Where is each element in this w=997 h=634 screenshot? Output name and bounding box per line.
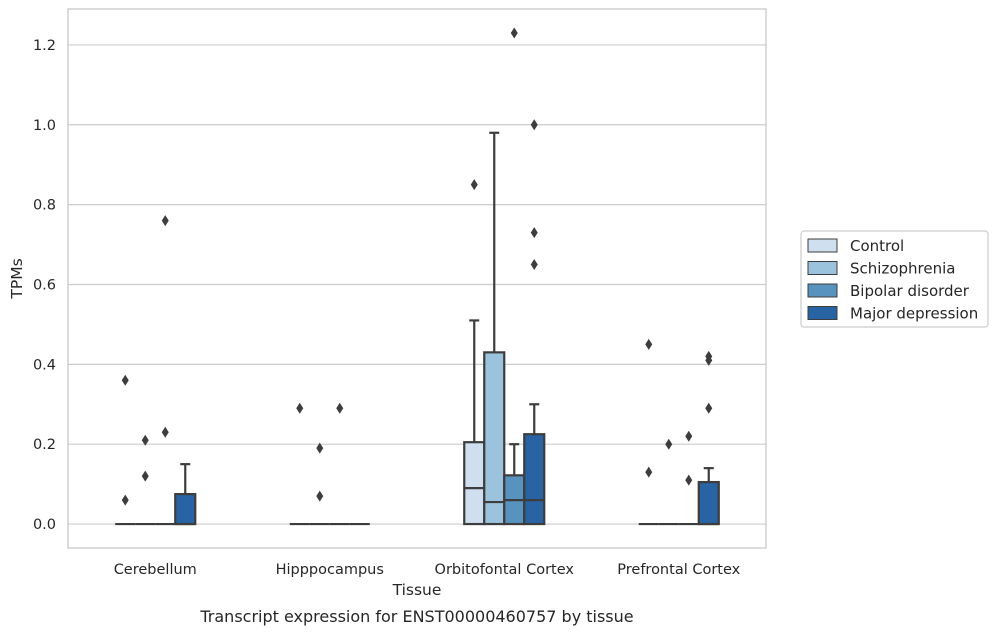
legend-swatch	[807, 238, 838, 253]
y-tick-label: 1.0	[33, 118, 56, 134]
series-group	[135, 131, 679, 526]
series-group	[155, 443, 699, 526]
outlier-point	[470, 179, 478, 191]
x-tick-label: Prefrontal Cortex	[617, 562, 740, 578]
outlier-point	[530, 227, 538, 239]
legend-frame	[800, 230, 989, 328]
legend-label: Control	[850, 237, 904, 255]
y-tick-label: 0.8	[33, 198, 56, 214]
outlier-point	[316, 442, 324, 454]
y-tick-label: 0.0	[33, 517, 56, 533]
box	[523, 433, 546, 526]
outlier-point	[510, 27, 518, 39]
legend: Control Schizophrenia Bipolar disorder Majo…	[800, 230, 989, 328]
y-tick-label: 0.6	[33, 277, 56, 293]
gridlines	[68, 44, 766, 525]
series-group	[174, 403, 720, 526]
y-axis-label: TPMs	[8, 258, 26, 299]
y-tick-label: 0.2	[33, 437, 56, 453]
legend-label: Major depression	[850, 305, 978, 323]
outlier-point	[161, 426, 169, 438]
box	[483, 351, 506, 526]
box	[174, 493, 197, 526]
outlier-point	[685, 474, 693, 486]
outlier-point	[141, 470, 149, 482]
legend-label: Bipolar disorder	[850, 282, 970, 300]
series-group	[115, 319, 659, 526]
box	[697, 481, 720, 526]
legend-swatch	[807, 261, 838, 275]
outlier-point	[705, 402, 713, 414]
plot-frame	[67, 8, 767, 549]
x-tick-label: Orbitofontal Cortex	[435, 562, 575, 578]
outlier-point	[645, 466, 653, 478]
outlier-point	[530, 119, 538, 131]
x-axis-label: Tissue	[392, 581, 442, 599]
outlier-point	[685, 430, 693, 442]
y-tick-label: 0.4	[33, 357, 56, 373]
outlier-point	[296, 402, 304, 414]
outlier-point	[161, 215, 169, 227]
outlier-point	[645, 338, 653, 350]
outlier-point	[316, 490, 324, 502]
box-plot-groups	[115, 131, 720, 526]
chart-caption: Transcript expression for ENST0000046075…	[199, 607, 633, 626]
outlier-point	[530, 259, 538, 271]
outlier-point	[121, 494, 129, 506]
box	[463, 441, 486, 526]
legend-swatch	[807, 306, 838, 320]
legend-label: Schizophrenia	[850, 260, 955, 278]
y-axis-ticks: 0.0 0.2 0.4 0.6 0.8 1.0 1.2	[33, 38, 56, 533]
outlier-point	[141, 434, 149, 446]
outlier-point	[121, 374, 129, 386]
outlier-point	[665, 438, 673, 450]
outlier-point	[705, 354, 713, 366]
outlier-points	[121, 27, 713, 506]
x-tick-label: Hipppocampus	[276, 562, 384, 578]
x-axis-ticks: Cerebellum Hipppocampus Orbitofontal Corte…	[114, 562, 741, 578]
outlier-point	[336, 402, 344, 414]
legend-swatch	[807, 283, 838, 298]
y-tick-label: 1.2	[33, 38, 56, 54]
x-tick-label: Cerebellum	[114, 562, 197, 578]
